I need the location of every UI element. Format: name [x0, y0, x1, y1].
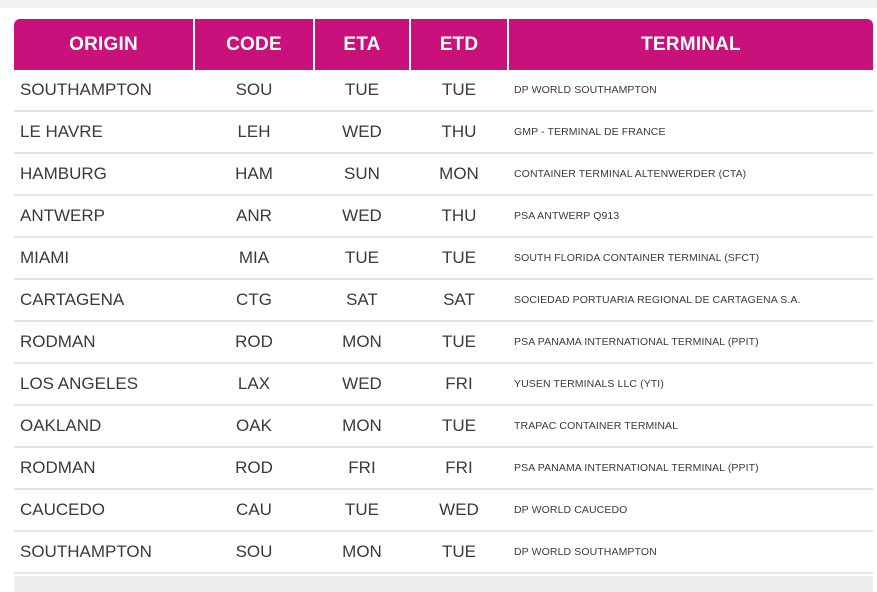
cell-terminal: DP WORLD SOUTHAMPTON	[508, 531, 873, 574]
cell-code: LEH	[194, 111, 314, 154]
cell-code: ROD	[194, 447, 314, 490]
cell-origin: CARTAGENA	[14, 279, 194, 322]
cell-eta: WED	[314, 111, 410, 154]
cell-eta: MON	[314, 531, 410, 574]
cell-code: OAK	[194, 405, 314, 448]
table-row: HAMBURG HAM SUN MON CONTAINER TERMINAL A…	[14, 153, 873, 196]
cell-origin: RODMAN	[14, 321, 194, 364]
cell-etd: FRI	[410, 447, 508, 490]
cell-terminal: SOCIEDAD PORTUARIA REGIONAL DE CARTAGENA…	[508, 279, 873, 322]
cell-terminal: DP WORLD CAUCEDO	[508, 489, 873, 532]
cell-eta: SUN	[314, 153, 410, 196]
cell-terminal: CONTAINER TERMINAL ALTENWERDER (CTA)	[508, 153, 873, 196]
cell-etd: MON	[410, 153, 508, 196]
cell-etd: WED	[410, 489, 508, 532]
cell-origin: LE HAVRE	[14, 111, 194, 154]
table-row: CARTAGENA CTG SAT SAT SOCIEDAD PORTUARIA…	[14, 279, 873, 322]
cell-etd: TUE	[410, 405, 508, 448]
table-row: RODMAN ROD MON TUE PSA PANAMA INTERNATIO…	[14, 321, 873, 364]
cell-code: SOU	[194, 70, 314, 112]
cell-eta: FRI	[314, 447, 410, 490]
table-row: ANTWERP ANR WED THU PSA ANTWERP Q913	[14, 195, 873, 238]
cell-eta: WED	[314, 363, 410, 406]
table-row: LOS ANGELES LAX WED FRI YUSEN TERMINALS …	[14, 363, 873, 406]
cell-code: ANR	[194, 195, 314, 238]
table-row: OAKLAND OAK MON TUE TRAPAC CONTAINER TER…	[14, 405, 873, 448]
cell-origin: MIAMI	[14, 237, 194, 280]
header-eta: ETA	[314, 19, 411, 70]
cell-eta: MON	[314, 321, 410, 364]
cell-terminal: PSA PANAMA INTERNATIONAL TERMINAL (PPIT)	[508, 321, 873, 364]
cell-origin: CAUCEDO	[14, 489, 194, 532]
cell-terminal: PSA ANTWERP Q913	[508, 195, 873, 238]
table-row: SOUTHAMPTON SOU MON TUE DP WORLD SOUTHAM…	[14, 531, 873, 574]
header-etd: ETD	[410, 19, 509, 70]
cell-terminal: YUSEN TERMINALS LLC (YTI)	[508, 363, 873, 406]
cell-etd: SAT	[410, 279, 508, 322]
table-row: CAUCEDO CAU TUE WED DP WORLD CAUCEDO	[14, 489, 873, 532]
header-row: ORIGIN CODE ETA ETD TERMINAL	[14, 19, 873, 70]
cell-code: HAM	[194, 153, 314, 196]
cell-code: ROD	[194, 321, 314, 364]
cell-origin: OAKLAND	[14, 405, 194, 448]
table-row: RODMAN ROD FRI FRI PSA PANAMA INTERNATIO…	[14, 447, 873, 490]
cell-terminal: PSA PANAMA INTERNATIONAL TERMINAL (PPIT)	[508, 447, 873, 490]
cell-terminal: DP WORLD SOUTHAMPTON	[508, 70, 873, 112]
header-terminal: TERMINAL	[508, 19, 873, 70]
cell-etd: TUE	[410, 237, 508, 280]
cell-etd: TUE	[410, 70, 508, 112]
cell-terminal: GMP - TERMINAL DE FRANCE	[508, 111, 873, 154]
cell-etd: TUE	[410, 531, 508, 574]
table-body: SOUTHAMPTON SOU TUE TUE DP WORLD SOUTHAM…	[14, 70, 873, 574]
cell-eta: TUE	[314, 489, 410, 532]
cell-terminal: TRAPAC CONTAINER TERMINAL	[508, 405, 873, 448]
cell-origin: SOUTHAMPTON	[14, 531, 194, 574]
cell-origin: SOUTHAMPTON	[14, 70, 194, 112]
header-code: CODE	[194, 19, 315, 70]
cell-eta: MON	[314, 405, 410, 448]
top-divider	[0, 0, 877, 8]
cell-etd: FRI	[410, 363, 508, 406]
cell-code: CTG	[194, 279, 314, 322]
cell-eta: WED	[314, 195, 410, 238]
cell-origin: LOS ANGELES	[14, 363, 194, 406]
table-header: ORIGIN CODE ETA ETD TERMINAL	[14, 19, 873, 70]
cell-code: LAX	[194, 363, 314, 406]
cell-code: MIA	[194, 237, 314, 280]
table-row: LE HAVRE LEH WED THU GMP - TERMINAL DE F…	[14, 111, 873, 154]
cell-code: SOU	[194, 531, 314, 574]
cell-code: CAU	[194, 489, 314, 532]
table-footer-bar	[14, 576, 873, 592]
cell-origin: HAMBURG	[14, 153, 194, 196]
cell-etd: TUE	[410, 321, 508, 364]
cell-etd: THU	[410, 111, 508, 154]
cell-eta: TUE	[314, 237, 410, 280]
cell-origin: ANTWERP	[14, 195, 194, 238]
table-row: SOUTHAMPTON SOU TUE TUE DP WORLD SOUTHAM…	[14, 70, 873, 112]
cell-origin: RODMAN	[14, 447, 194, 490]
header-origin: ORIGIN	[14, 19, 195, 70]
cell-terminal: SOUTH FLORIDA CONTAINER TERMINAL (SFCT)	[508, 237, 873, 280]
port-schedule-table: ORIGIN CODE ETA ETD TERMINAL SOUTHAMPTON…	[14, 19, 873, 574]
table-row: MIAMI MIA TUE TUE SOUTH FLORIDA CONTAINE…	[14, 237, 873, 280]
cell-etd: THU	[410, 195, 508, 238]
cell-eta: SAT	[314, 279, 410, 322]
cell-eta: TUE	[314, 70, 410, 112]
